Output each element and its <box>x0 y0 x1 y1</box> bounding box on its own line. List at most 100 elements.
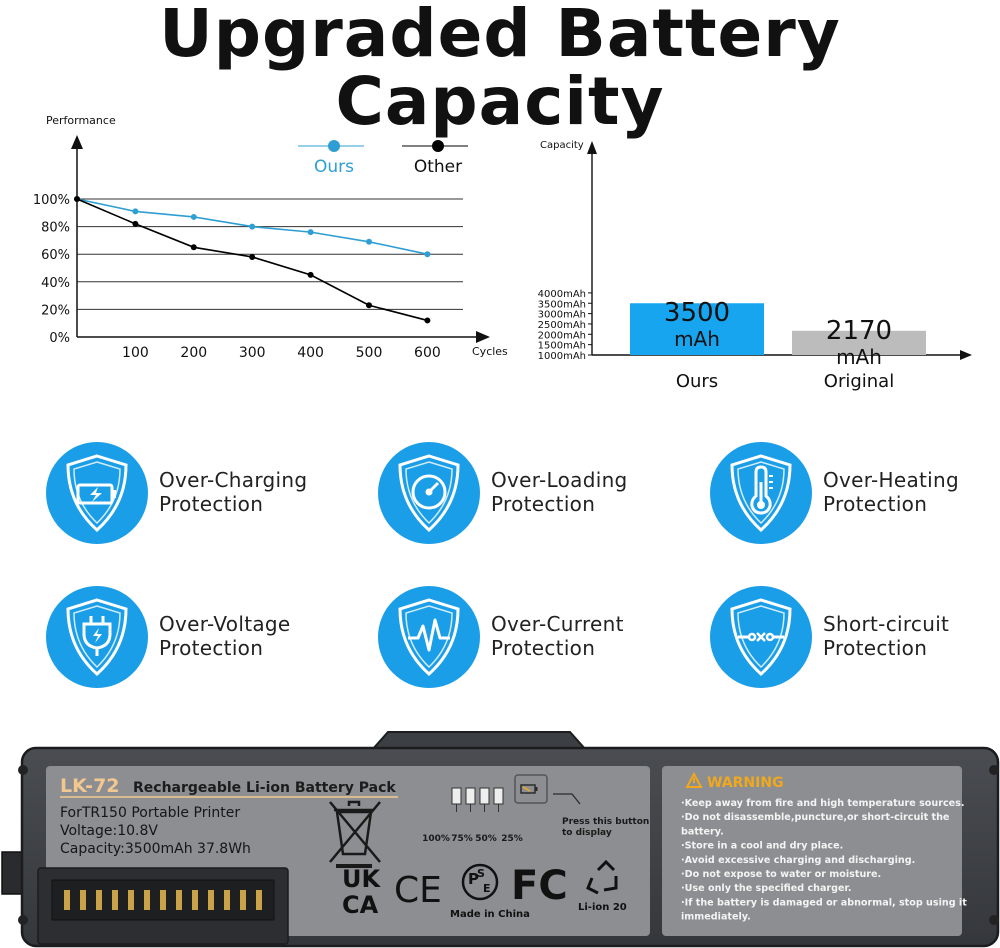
feature-subtitle: Protection <box>159 636 264 660</box>
battery-model: LK-72 <box>60 775 120 797</box>
x-tick-label: 300 <box>239 345 266 361</box>
feature-circle <box>710 442 812 544</box>
short-circuit-icon <box>730 598 792 677</box>
weee-bin-icon <box>329 800 381 868</box>
level-label: 100% <box>422 834 450 844</box>
fc-mark: FC <box>511 863 568 909</box>
connector-pin <box>176 890 182 910</box>
pulse-icon <box>398 598 460 677</box>
bar-unit-label: mAh <box>674 327 720 351</box>
x-tick-label: 600 <box>414 345 441 361</box>
feature-subtitle: Protection <box>823 636 928 660</box>
x-tick-label: 500 <box>356 345 383 361</box>
level-label: 25% <box>501 834 523 844</box>
feature-subtitle: Protection <box>823 492 928 516</box>
bar-unit-label: mAh <box>836 345 882 369</box>
feature-circle <box>378 442 480 544</box>
y-tick-label: 40% <box>41 276 70 291</box>
svg-text:S: S <box>477 867 485 880</box>
series-point <box>190 244 197 251</box>
warning-list: ·Keep away from fire and high temperatur… <box>681 798 967 923</box>
x-tick-label: 100 <box>122 345 149 361</box>
feature-subtitle: Protection <box>491 636 596 660</box>
page-title: Upgraded Battery Capacity <box>159 0 841 140</box>
feature-title: Over-Voltage <box>159 612 291 636</box>
level-segment <box>451 787 462 805</box>
performance-line-chart: 0% 20% 40% 60% 80% 100% Performance Cycles 100 20… <box>33 114 508 361</box>
feature-over-heating: Over-Heating Protection <box>710 442 1000 552</box>
line-chart-ticks: 0% 20% 40% 60% 80% 100% Performance Cycles 100 20… <box>33 114 508 361</box>
level-segment <box>465 787 476 805</box>
x-axis-arrow <box>476 331 490 343</box>
series-point <box>74 196 80 202</box>
display-button <box>514 774 548 804</box>
y-tick-label: 3500mAh <box>538 299 586 310</box>
legend-marker <box>328 140 340 152</box>
connector-pin <box>256 890 262 910</box>
capacity-bar-chart: Capacity 1000mAh1500mAh2000mAh2500mAh3000… <box>538 140 972 392</box>
battery-charging-icon <box>66 454 128 533</box>
recycle-icon <box>586 859 618 895</box>
ukca-mark: CA <box>342 891 379 919</box>
series-point <box>307 229 314 236</box>
connector-pin <box>224 890 230 910</box>
series-point <box>366 238 372 245</box>
battery-level-indicator: 100% 75% 50% 25% <box>422 787 523 844</box>
level-segment <box>479 787 490 805</box>
recycle-label: Li-ion 20 <box>578 902 627 913</box>
plug-bolt-icon <box>66 598 128 677</box>
warning-item: ·Do not expose to water or moisture. <box>681 869 881 880</box>
connector-pin <box>80 890 86 910</box>
battery-product-name: Rechargeable Li-ion Battery Pack <box>133 780 396 796</box>
feature-circle <box>46 586 148 688</box>
series-point <box>424 251 431 258</box>
gauge-icon <box>398 454 460 533</box>
warning-item: ·Store in a cool and dry place. <box>681 841 843 852</box>
svg-text:E: E <box>483 882 491 895</box>
series-point <box>190 213 197 220</box>
connector-pin <box>128 890 134 910</box>
battery-spec: ForTR150 Portable Printer <box>60 805 240 821</box>
series-point <box>132 208 139 215</box>
warning-triangle-icon <box>685 771 703 788</box>
line-chart-series <box>74 196 431 324</box>
y-tick-label: 3000mAh <box>538 310 586 321</box>
connector-pin <box>144 890 150 910</box>
connector-pin <box>112 890 118 910</box>
series-point <box>249 253 256 260</box>
connector-pins <box>64 890 262 910</box>
ukca-mark: UK <box>342 865 381 893</box>
feature-subtitle: Protection <box>159 492 264 516</box>
x-tick-label: 200 <box>180 345 207 361</box>
battery-spec: Voltage:10.8V <box>60 823 158 839</box>
warning-item: battery. <box>681 826 724 837</box>
legend-label: Other <box>414 157 462 177</box>
y-tick-label: 100% <box>33 193 70 208</box>
y-tick-label: 1000mAh <box>538 351 586 362</box>
connector-pin <box>208 890 214 910</box>
battery-warning-label <box>662 766 962 936</box>
feature-short-circuit: Short-circuit Protection <box>710 586 1000 696</box>
screw <box>18 765 28 775</box>
series-point <box>366 302 372 309</box>
y-tick-label: 20% <box>41 303 70 318</box>
press-note: Press this button <box>562 817 649 827</box>
bar-value-label: 3500 <box>664 298 730 328</box>
feature-over-charging: Over-Charging Protection <box>46 442 366 552</box>
level-label: 50% <box>475 834 497 844</box>
made-in-label: Made in China <box>450 909 530 920</box>
warning-item: ·Use only the specified charger. <box>681 883 852 894</box>
y-axis-arrow <box>587 141 597 154</box>
y-tick-label: 60% <box>41 248 70 263</box>
svg-text:P: P <box>468 870 479 888</box>
connector-pin <box>160 890 166 910</box>
y-axis-label: Performance <box>46 114 116 127</box>
line-chart-grid <box>77 198 463 310</box>
pse-mark: P S E <box>461 863 499 901</box>
y-tick-label: 4000mAh <box>538 289 586 300</box>
screw <box>18 915 28 925</box>
connector-pin <box>96 890 102 910</box>
feature-title: Over-Heating <box>823 468 960 492</box>
feature-circle <box>378 586 480 688</box>
y-tick-label: 2000mAh <box>538 330 586 341</box>
